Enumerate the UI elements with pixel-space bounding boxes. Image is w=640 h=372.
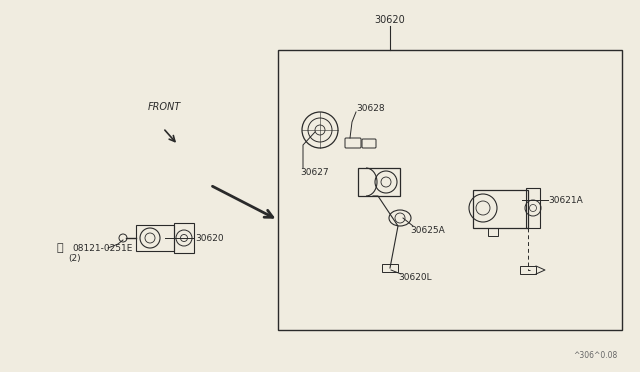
Text: Ⓑ: Ⓑ	[57, 243, 63, 253]
Text: 30620L: 30620L	[398, 273, 431, 282]
Text: 30627: 30627	[300, 167, 328, 176]
Bar	[278, 50, 622, 330]
Text: 30628: 30628	[356, 103, 385, 112]
Text: ^306^0.08: ^306^0.08	[573, 350, 617, 359]
Text: 30621A: 30621A	[548, 196, 583, 205]
Text: (2): (2)	[68, 253, 81, 263]
Text: 30625A: 30625A	[410, 225, 445, 234]
Text: 08121-0251E: 08121-0251E	[72, 244, 132, 253]
Text: 30620: 30620	[195, 234, 223, 243]
Text: 30620: 30620	[374, 15, 405, 25]
Text: FRONT: FRONT	[148, 102, 181, 112]
